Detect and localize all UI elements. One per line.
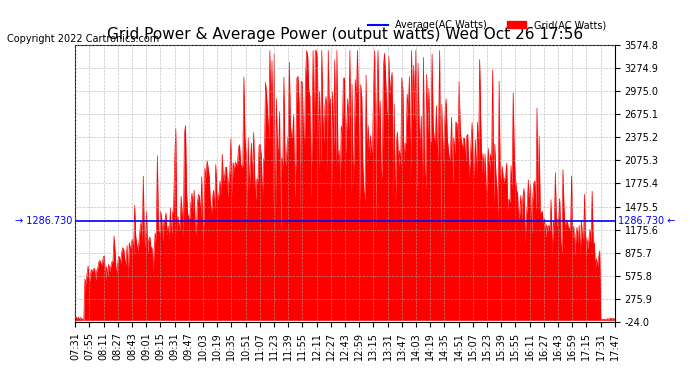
Legend: Average(AC Watts), Grid(AC Watts): Average(AC Watts), Grid(AC Watts): [364, 16, 610, 34]
Text: 1286.730 ←: 1286.730 ←: [618, 216, 675, 226]
Text: Copyright 2022 Cartronics.com: Copyright 2022 Cartronics.com: [7, 34, 159, 44]
Text: → 1286.730: → 1286.730: [15, 216, 72, 226]
Title: Grid Power & Average Power (output watts) Wed Oct 26 17:56: Grid Power & Average Power (output watts…: [107, 27, 583, 42]
